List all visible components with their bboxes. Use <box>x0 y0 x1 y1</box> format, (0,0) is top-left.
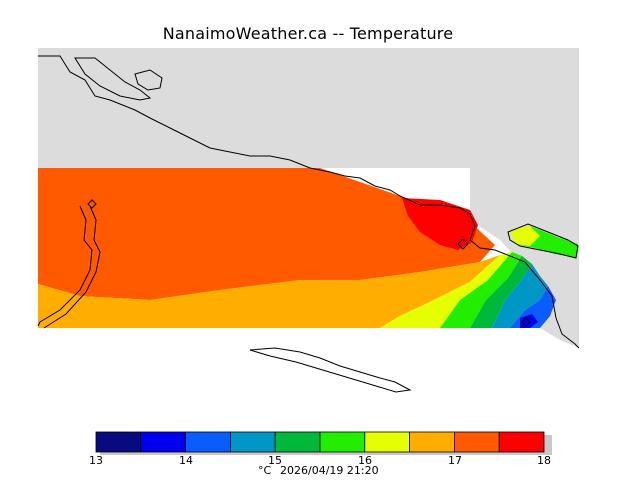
colorbar-bin-9 <box>498 431 545 453</box>
island-east <box>507 223 579 259</box>
colorbar <box>95 431 552 455</box>
island-south <box>249 347 412 393</box>
marker-3 <box>521 317 531 327</box>
tick-label-14: 14 <box>179 454 193 467</box>
coastline-west-channel-2 <box>43 205 101 329</box>
band-16-16.5 <box>380 252 512 328</box>
marker-2 <box>457 238 469 250</box>
colorbar-bin-1 <box>140 431 187 453</box>
tick-label-13: 13 <box>89 454 103 467</box>
band-east-arm-warm <box>510 226 540 246</box>
unit-label: °C <box>258 464 272 477</box>
marker-1 <box>87 199 97 209</box>
band-14.5-15 <box>492 264 548 328</box>
land-area <box>38 48 579 168</box>
coastline-east <box>399 195 580 349</box>
colorbar-bin-0 <box>95 431 142 453</box>
tick-label-15: 15 <box>268 454 282 467</box>
colorbar-bin-3 <box>229 431 276 453</box>
colorbar-bin-5 <box>319 431 366 453</box>
colorbar-bin-4 <box>274 431 321 453</box>
band-17-17.5 <box>38 168 495 300</box>
map-title: NanaimoWeather.ca -- Temperature <box>162 24 454 43</box>
tick-label-18: 18 <box>537 454 551 467</box>
tick-label-16: 16 <box>358 454 372 467</box>
band-16.5-17 <box>38 255 500 328</box>
colorbar-bin-2 <box>185 431 231 453</box>
temperature-field <box>38 168 578 328</box>
island-north-1 <box>74 57 152 101</box>
coastline-west-channel <box>37 205 93 327</box>
island-north-2 <box>134 69 163 91</box>
tick-label-17: 17 <box>448 454 462 467</box>
colorbar-bin-8 <box>453 431 500 453</box>
band-17.5-18 <box>402 198 478 250</box>
band-15.5-16 <box>440 252 522 328</box>
coastlines <box>37 55 580 393</box>
colorbar-bin-7 <box>409 431 455 453</box>
band-15-15.5 <box>470 256 532 328</box>
coastline-north <box>38 55 401 197</box>
colorbar-bin-6 <box>364 431 410 453</box>
timestamp-label: 2026/04/19 21:20 <box>280 464 379 477</box>
